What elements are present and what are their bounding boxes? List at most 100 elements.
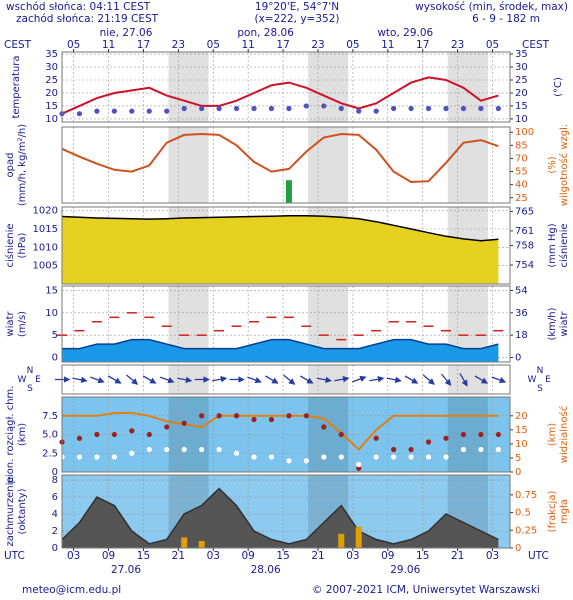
wind-arrow <box>422 374 435 385</box>
series-dot <box>129 450 135 456</box>
y2-axis-label: mgła <box>559 499 570 524</box>
compass-letter: W <box>528 375 537 385</box>
y2-tick-label: 55 <box>515 167 528 178</box>
series-dot <box>321 103 327 109</box>
y-tick-label: 15 <box>45 101 58 112</box>
series-dot <box>111 454 117 460</box>
series-dot <box>129 428 135 434</box>
y-tick-label: 1005 <box>33 261 58 272</box>
series-dot <box>478 446 484 453</box>
series-dot <box>146 446 152 453</box>
sunrise: wschód słońca: 04:11 CEST <box>6 1 151 13</box>
y-axis-label: (mm/h, kg/m²/h) <box>17 124 28 206</box>
wind-arrow <box>212 375 228 383</box>
series-dot <box>76 111 83 117</box>
y2-tick-label: 18 <box>515 330 528 341</box>
y2-tick-label: 5 <box>515 453 521 464</box>
wind-arrow <box>491 376 507 384</box>
series-line <box>61 132 499 184</box>
series-dot <box>216 446 222 453</box>
y2-tick-label: 10 <box>515 439 528 450</box>
series-dot <box>338 105 344 112</box>
series-dot <box>181 446 187 453</box>
series-area <box>62 215 499 284</box>
y-axis-label: zachmurzenie <box>5 476 16 546</box>
series-bar <box>285 180 292 203</box>
x-tick-label: 05 <box>346 39 359 51</box>
series-dot <box>478 431 484 438</box>
wind-arrow <box>369 375 385 383</box>
y2-tick-label: 54 <box>515 285 528 296</box>
y-tick-label: 30 <box>45 62 58 73</box>
wind-arrow <box>334 375 350 383</box>
series-dot <box>443 435 449 441</box>
panel-frame <box>61 396 511 473</box>
series-dot <box>286 413 292 419</box>
y2-tick-label: 0 <box>515 543 521 554</box>
x-tick-label: 23 <box>172 39 185 51</box>
compass-letter: N <box>537 366 544 376</box>
series-dot <box>199 446 205 453</box>
timezone-top: CEST <box>4 39 32 51</box>
wind-arrow <box>441 373 452 386</box>
y-axis-label: (m/s) <box>17 311 28 337</box>
series-dot <box>286 105 292 112</box>
timezone-bottom: UTC <box>528 550 549 562</box>
y2-axis-label: (km/h) <box>547 307 558 340</box>
y-tick-label: 5 <box>52 330 58 341</box>
series-line <box>61 76 499 115</box>
series-dot <box>408 105 414 112</box>
series-dot <box>373 454 379 460</box>
y2-tick-label: 10 <box>515 114 528 125</box>
y2-axis-label: ciśnienie <box>558 223 570 267</box>
x-tick-label: 03 <box>486 550 499 562</box>
series-dot <box>338 431 344 438</box>
x-tick-label: 17 <box>276 39 289 51</box>
x-tick-label: 15 <box>137 550 150 562</box>
series-dot <box>356 461 362 468</box>
wind-arrow <box>247 376 262 384</box>
y-axis-label: (oktanty) <box>17 488 28 534</box>
series-dot <box>233 450 240 456</box>
series-bar <box>198 540 205 548</box>
sunset: zachód słońca: 21:19 CEST <box>16 13 159 25</box>
series-dot <box>94 431 100 438</box>
y2-tick-label: 20 <box>515 411 528 422</box>
day-label: 29.06 <box>390 564 420 576</box>
night-band <box>168 52 209 122</box>
y-axis-label: pion. rozciągł. chm. <box>5 386 16 484</box>
panel-frame <box>61 126 511 204</box>
series-dot <box>321 454 327 460</box>
y-tick-label: 5.0 <box>42 430 58 441</box>
series-dot <box>338 454 344 460</box>
x-tick-label: 05 <box>207 39 220 51</box>
series-dot <box>94 454 100 460</box>
wind-arrow <box>283 374 296 385</box>
series-dot <box>129 108 135 114</box>
grid-point: (x=222, y=352) <box>255 13 340 25</box>
series-dot <box>199 105 205 112</box>
x-tick-label: 05 <box>486 39 499 51</box>
wind-arrow <box>142 375 157 384</box>
compass-letter: S <box>537 384 543 394</box>
series-line <box>62 412 499 451</box>
series-dot <box>425 105 432 112</box>
x-tick-label: 05 <box>67 39 80 51</box>
series-dot <box>268 105 275 112</box>
x-tick-label: 09 <box>241 550 254 562</box>
footer-email: meteo@icm.edu.pl <box>22 584 121 596</box>
series-dot <box>356 465 362 471</box>
y2-tick-label: 758 <box>515 241 534 252</box>
series-dot <box>391 446 397 453</box>
y2-axis-label: widzialność <box>558 406 570 463</box>
series-area <box>62 339 499 362</box>
y2-tick-label: 0.25 <box>515 525 537 536</box>
series-dot <box>76 435 83 441</box>
x-tick-label: 09 <box>102 550 115 562</box>
y2-tick-label: 30 <box>515 62 528 73</box>
series-dot <box>373 108 379 114</box>
day-label: pon, 28.06 <box>237 27 294 39</box>
coords: 19°20'E, 54°7'N <box>255 1 339 13</box>
wind-arrow <box>265 375 279 384</box>
